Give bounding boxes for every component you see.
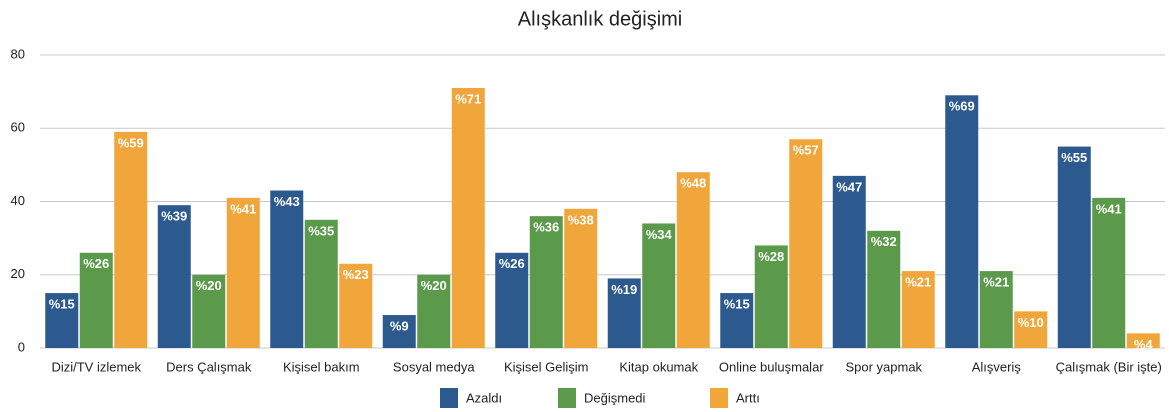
x-tick-label: Kişisel Gelişim bbox=[504, 359, 589, 374]
value-label: %26 bbox=[499, 256, 525, 271]
bar bbox=[901, 271, 935, 348]
x-tick-label: Çalışmak (Bir işte) bbox=[1056, 359, 1162, 374]
bar bbox=[339, 263, 373, 348]
value-label: %39 bbox=[161, 209, 187, 224]
bar bbox=[192, 274, 226, 348]
value-label: %41 bbox=[230, 201, 256, 216]
bar bbox=[417, 274, 451, 348]
legend-label: Azaldı bbox=[466, 390, 502, 405]
bar bbox=[1057, 146, 1091, 348]
bar bbox=[642, 223, 676, 348]
value-label: %26 bbox=[83, 256, 109, 271]
value-label: %69 bbox=[949, 99, 975, 114]
value-label: %41 bbox=[1096, 201, 1122, 216]
value-label: %28 bbox=[758, 249, 784, 264]
bar bbox=[45, 293, 79, 348]
value-label: %15 bbox=[49, 297, 75, 312]
y-tick-label: 20 bbox=[11, 266, 25, 281]
value-label: %32 bbox=[871, 234, 897, 249]
bar bbox=[564, 208, 598, 348]
value-label: %36 bbox=[533, 220, 559, 235]
bar bbox=[382, 315, 416, 348]
legend-label: Arttı bbox=[736, 390, 760, 405]
bar bbox=[114, 131, 148, 348]
value-label: %23 bbox=[343, 267, 369, 282]
x-tick-label: Ders Çalışmak bbox=[166, 359, 252, 374]
x-tick-label: Spor yapmak bbox=[845, 359, 922, 374]
value-label: %59 bbox=[118, 135, 144, 150]
value-label: %9 bbox=[390, 318, 409, 333]
value-label: %20 bbox=[196, 278, 222, 293]
value-label: %19 bbox=[611, 282, 637, 297]
legend-label: Değişmedi bbox=[584, 390, 646, 405]
bar bbox=[226, 197, 260, 348]
value-label: %21 bbox=[905, 275, 931, 290]
value-label: %20 bbox=[421, 278, 447, 293]
x-tick-label: Kişisel bakım bbox=[283, 359, 360, 374]
bar bbox=[270, 190, 304, 348]
bar bbox=[1014, 311, 1048, 348]
bar bbox=[676, 172, 710, 348]
bar bbox=[945, 95, 979, 348]
value-label: %43 bbox=[274, 194, 300, 209]
bar bbox=[789, 139, 823, 348]
x-tick-label: Dizi/TV izlemek bbox=[51, 359, 141, 374]
bar bbox=[1092, 197, 1126, 348]
x-tick-label: Kitap okumak bbox=[619, 359, 698, 374]
y-tick-label: 80 bbox=[11, 46, 25, 61]
value-label: %34 bbox=[646, 227, 673, 242]
value-label: %15 bbox=[724, 297, 750, 312]
bar bbox=[1126, 333, 1160, 348]
bar bbox=[720, 293, 754, 348]
bar bbox=[754, 245, 788, 348]
bar bbox=[79, 252, 113, 348]
bar bbox=[607, 278, 641, 348]
x-tick-label: Online buluşmalar bbox=[719, 359, 824, 374]
value-label: %38 bbox=[568, 212, 594, 227]
y-tick-label: 40 bbox=[11, 193, 25, 208]
y-tick-label: 0 bbox=[18, 339, 25, 354]
bar bbox=[304, 219, 338, 348]
bar bbox=[832, 175, 866, 348]
value-label: %47 bbox=[836, 179, 862, 194]
chart-title: Alışkanlık değişimi bbox=[518, 8, 683, 30]
bar bbox=[495, 252, 529, 348]
value-label: %48 bbox=[680, 176, 706, 191]
legend-swatch bbox=[710, 388, 728, 408]
bar bbox=[979, 271, 1013, 348]
bar bbox=[157, 205, 191, 348]
value-label: %21 bbox=[983, 275, 1009, 290]
x-tick-label: Sosyal medya bbox=[393, 359, 475, 374]
legend-swatch bbox=[440, 388, 458, 408]
value-label: %10 bbox=[1018, 315, 1044, 330]
value-label: %4 bbox=[1134, 337, 1154, 352]
value-label: %35 bbox=[308, 223, 334, 238]
x-tick-label: Alışveriş bbox=[972, 359, 1022, 374]
bar bbox=[867, 230, 901, 348]
bar bbox=[451, 87, 485, 349]
value-label: %71 bbox=[455, 91, 481, 106]
value-label: %57 bbox=[793, 143, 819, 158]
legend-swatch bbox=[558, 388, 576, 408]
value-label: %55 bbox=[1061, 150, 1087, 165]
bar bbox=[529, 216, 563, 348]
y-tick-label: 60 bbox=[11, 120, 25, 135]
